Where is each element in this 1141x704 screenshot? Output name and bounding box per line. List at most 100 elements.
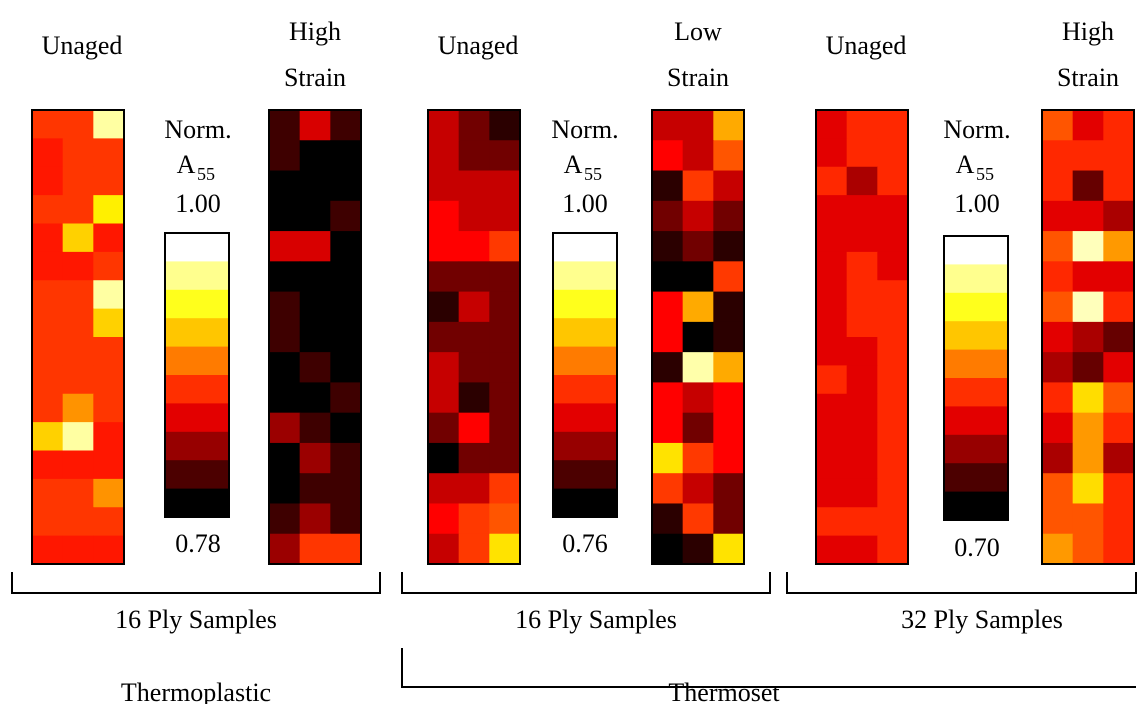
heatmap-cell bbox=[1072, 442, 1104, 474]
colorbar-1 bbox=[164, 232, 230, 518]
heatmap-cell bbox=[299, 352, 331, 383]
heatmap-cell bbox=[330, 140, 362, 172]
heatmap-cell bbox=[713, 442, 745, 474]
category-title: Thermoplastic bbox=[121, 678, 271, 704]
heatmap-cell bbox=[458, 503, 490, 535]
heatmap-cell bbox=[489, 382, 521, 414]
heatmap-cell bbox=[713, 110, 745, 141]
heatmap-cell bbox=[330, 170, 362, 202]
heatmap-cell bbox=[458, 231, 490, 262]
colorbar-swatch bbox=[165, 261, 229, 291]
heatmap-cell bbox=[32, 166, 64, 196]
heatmap-cell bbox=[458, 170, 490, 202]
colorbar-label-symbol: A bbox=[956, 150, 975, 179]
heatmap-cell bbox=[652, 200, 684, 232]
heatmap-cell bbox=[330, 321, 362, 353]
heatmap-border bbox=[815, 109, 909, 565]
heatmap-cell bbox=[269, 170, 301, 202]
heatmap-cell bbox=[489, 503, 521, 535]
heatmap-cell bbox=[713, 473, 745, 505]
heatmap-cell bbox=[269, 382, 301, 414]
heatmap-cell bbox=[32, 308, 64, 338]
heatmap-cell bbox=[682, 382, 714, 414]
heatmap-cell bbox=[682, 533, 714, 565]
heatmap-cell bbox=[458, 533, 490, 565]
heatmap-cell bbox=[877, 507, 909, 537]
heatmap-cell bbox=[330, 231, 362, 262]
heatmap-cell bbox=[682, 110, 714, 141]
heatmap-cell bbox=[846, 280, 878, 310]
heatmap-cell bbox=[62, 535, 94, 565]
heatmap-cell bbox=[652, 140, 684, 172]
heatmap-cell bbox=[93, 280, 125, 310]
heatmap-cell bbox=[1103, 533, 1135, 565]
heatmap-cell bbox=[428, 140, 460, 172]
heatmap-1-2 bbox=[268, 109, 362, 565]
heatmap-cell bbox=[1072, 291, 1104, 323]
heatmap-cell bbox=[713, 533, 745, 565]
heatmap-cell bbox=[877, 337, 909, 366]
heatmap-cell bbox=[713, 231, 745, 262]
heatmap-cell bbox=[269, 503, 301, 535]
heatmap-cell bbox=[489, 231, 521, 262]
heatmap-cell bbox=[1103, 503, 1135, 535]
heatmap-cell bbox=[846, 251, 878, 281]
heatmap-title-line: Low bbox=[674, 17, 722, 46]
heatmap-cell bbox=[1103, 473, 1135, 505]
heatmap-cell bbox=[299, 382, 331, 414]
heatmap-cell bbox=[713, 291, 745, 323]
colorbar-swatch bbox=[165, 346, 229, 376]
colorbar-swatch bbox=[553, 346, 617, 376]
heatmap-cell bbox=[682, 321, 714, 353]
colorbar-swatch bbox=[553, 403, 617, 433]
colorbar-swatch bbox=[165, 431, 229, 461]
heatmap-cell bbox=[458, 110, 490, 141]
colorbar-swatch bbox=[553, 375, 617, 404]
heatmap-cell bbox=[877, 138, 909, 168]
heatmap-cell bbox=[428, 352, 460, 383]
heatmap-cell bbox=[299, 442, 331, 474]
colorbar-label-subscript: 55 bbox=[197, 164, 215, 184]
heatmap-cell bbox=[1103, 321, 1135, 353]
heatmap-cell bbox=[299, 200, 331, 232]
colorbar-max-label: 1.00 bbox=[562, 189, 608, 218]
heatmap-cell bbox=[713, 321, 745, 353]
heatmap-cell bbox=[62, 337, 94, 366]
heatmap-cell bbox=[877, 166, 909, 196]
heatmap-cell bbox=[652, 170, 684, 202]
heatmap-border bbox=[1041, 109, 1135, 565]
colorbar-label-subscript: 55 bbox=[584, 164, 602, 184]
heatmap-cell bbox=[682, 473, 714, 505]
colorbar-border bbox=[552, 232, 618, 518]
heatmap-cell bbox=[269, 352, 301, 383]
colorbar-swatch bbox=[553, 289, 617, 319]
heatmap-cell bbox=[1042, 200, 1074, 232]
group-title: 32 Ply Samples bbox=[901, 605, 1063, 634]
group-title: 16 Ply Samples bbox=[515, 605, 677, 634]
colorbar-swatch bbox=[944, 321, 1008, 351]
heatmap-cell bbox=[1103, 170, 1135, 202]
heatmap-cell bbox=[269, 200, 301, 232]
heatmap-cell bbox=[428, 533, 460, 565]
heatmap-cell bbox=[1072, 261, 1104, 293]
colorbar-swatch bbox=[165, 403, 229, 433]
heatmap-cell bbox=[816, 450, 848, 480]
heatmap-cell bbox=[877, 110, 909, 139]
heatmap-cell bbox=[458, 473, 490, 505]
heatmap-cell bbox=[652, 291, 684, 323]
heatmap-cell bbox=[93, 308, 125, 338]
heatmap-title: Unaged bbox=[438, 31, 519, 60]
heatmap-cell bbox=[713, 382, 745, 414]
heatmap-cell bbox=[1103, 261, 1135, 293]
heatmap-cell bbox=[269, 442, 301, 474]
heatmap-cell bbox=[816, 535, 848, 565]
heatmap-cell bbox=[816, 251, 848, 281]
heatmap-cell bbox=[299, 231, 331, 262]
heatmap-cell bbox=[682, 412, 714, 444]
heatmap-cell bbox=[269, 321, 301, 353]
heatmap-cell bbox=[877, 450, 909, 480]
heatmap-cell bbox=[846, 507, 878, 537]
heatmap-cell bbox=[1072, 412, 1104, 444]
heatmap-cell bbox=[93, 393, 125, 423]
heatmap-cell bbox=[299, 110, 331, 141]
